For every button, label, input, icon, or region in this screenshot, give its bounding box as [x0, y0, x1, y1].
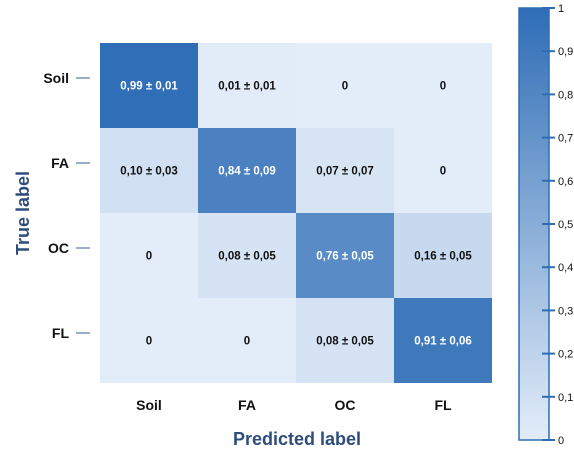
- colorbar-tick-label: 0,4: [558, 262, 573, 274]
- cell-value-label: 0,08 ± 0,05: [316, 336, 374, 348]
- y-tick-label: Soil: [43, 70, 69, 86]
- heatmap-cell: [198, 213, 296, 298]
- colorbar-tick-label: 0,6: [558, 176, 573, 188]
- y-tick-label: OC: [48, 240, 69, 256]
- colorbar-tick-label: 0,5: [558, 219, 573, 231]
- cell-value-label: 0: [440, 81, 446, 93]
- cell-value-label: 0,10 ± 0,03: [120, 166, 177, 178]
- heatmap-cell: [296, 213, 394, 298]
- colorbar-tick-label: 0,9: [558, 46, 573, 58]
- x-tick-labels: Soil FA OC FL: [136, 397, 452, 413]
- cell-value-label: 0: [342, 81, 348, 93]
- heatmap-cell: [100, 128, 198, 213]
- heatmap-cell: [100, 43, 198, 128]
- cell-value-label: 0,01 ± 0,01: [218, 81, 276, 93]
- x-tick-label: FA: [238, 397, 256, 413]
- heatmap-cell: [100, 213, 198, 298]
- y-tick-labels: Soil FA OC FL: [43, 70, 90, 341]
- y-tick-label: FA: [51, 155, 69, 171]
- cell-value-label: 0,76 ± 0,05: [316, 251, 374, 263]
- heatmap-cell: [198, 298, 296, 383]
- colorbar-tick-label: 0: [558, 435, 564, 447]
- colorbar-tick-label: 0,2: [558, 349, 573, 361]
- heatmap-cell: [394, 298, 492, 383]
- colorbar-tick-label: 0,1: [558, 392, 573, 404]
- cell-value-label: 0,91 ± 0,06: [414, 336, 471, 348]
- heatmap-cell: [394, 128, 492, 213]
- cell-value-label: 0,84 ± 0,09: [218, 166, 275, 178]
- cell-value-label: 0: [440, 166, 446, 178]
- cell-value-label: 0,16 ± 0,05: [414, 251, 472, 263]
- x-axis-title: Predicted label: [233, 429, 361, 449]
- colorbar: 0 0,1 0,2 0,3 0,4 0,5 0,6 0,7 0,8 0,9 1: [518, 3, 573, 447]
- heatmap-cell: [198, 128, 296, 213]
- cell-value-label: 0,99 ± 0,01: [120, 81, 178, 93]
- heatmap-cell: [100, 298, 198, 383]
- heatmap-cell: [394, 43, 492, 128]
- cell-value-label: 0,08 ± 0,05: [218, 251, 276, 263]
- colorbar-tick-label: 1: [558, 3, 564, 15]
- cell-value-label: 0,07 ± 0,07: [316, 166, 373, 178]
- y-tick-label: FL: [52, 325, 70, 341]
- cell-value-label: 0: [146, 251, 152, 263]
- colorbar-tick-label: 0,8: [558, 89, 573, 101]
- heatmap-cell: [198, 43, 296, 128]
- heatmap-cells: 0,99 ± 0,01 0,01 ± 0,01 0 0 0,10 ± 0,03 0,84 …: [100, 43, 492, 383]
- heatmap-cell: [296, 128, 394, 213]
- colorbar-tick-label: 0,7: [558, 133, 573, 145]
- x-tick-label: Soil: [136, 397, 162, 413]
- colorbar-tick-label: 0,3: [558, 305, 573, 317]
- heatmap-cell: [296, 43, 394, 128]
- y-axis-title: True label: [13, 171, 33, 255]
- cell-value-label: 0: [146, 336, 152, 348]
- cell-value-label: 0: [244, 336, 250, 348]
- x-tick-label: OC: [335, 397, 356, 413]
- x-tick-label: FL: [434, 397, 452, 413]
- heatmap-cell: [296, 298, 394, 383]
- heatmap-cell: [394, 213, 492, 298]
